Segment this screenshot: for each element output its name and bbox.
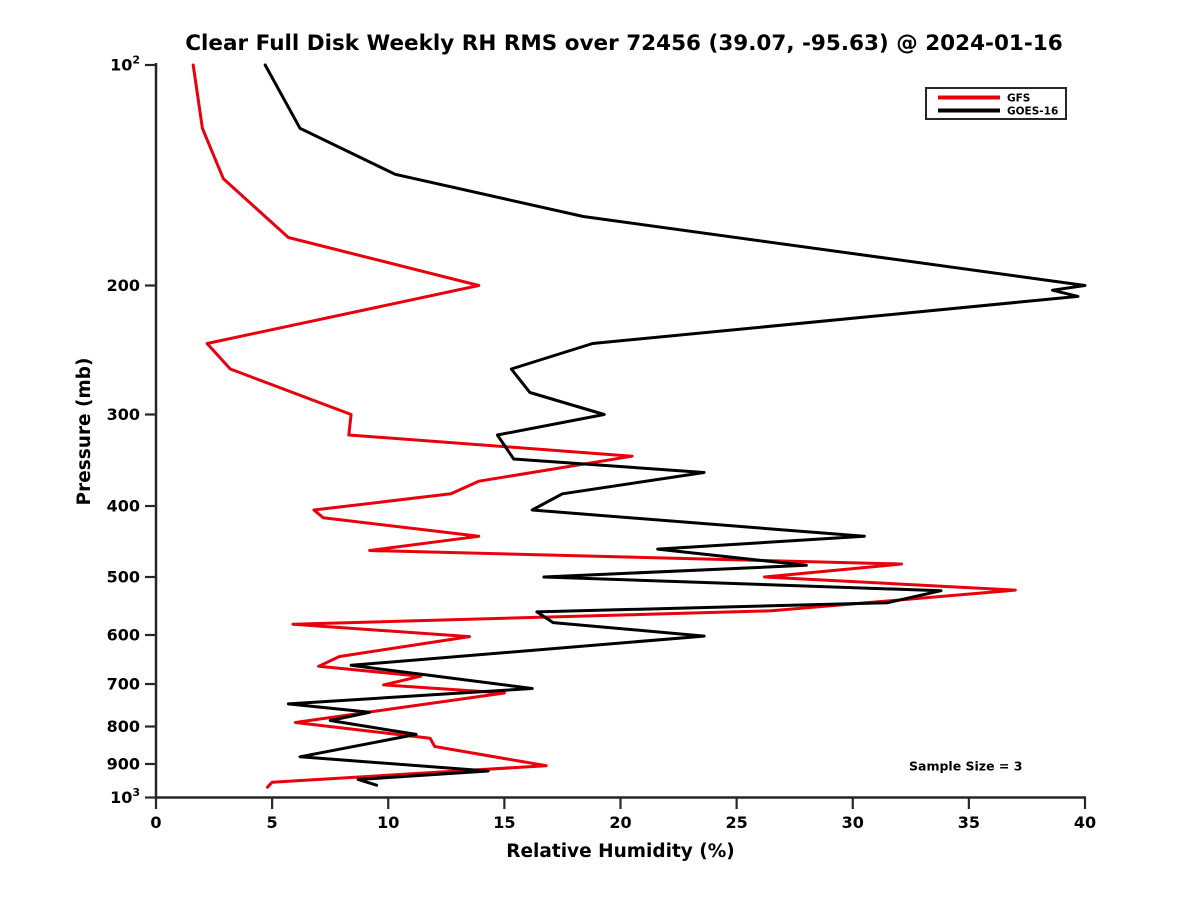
y-tick-label-700: 700 (107, 675, 140, 694)
y-tick-label-800: 800 (107, 717, 140, 736)
y-axis-ticks: 102 200 300 400 500 600 700 800 900 103 (107, 54, 156, 807)
y-tick-label-500: 500 (107, 567, 140, 586)
x-tick-label-30: 30 (842, 813, 864, 832)
x-tick-label-40: 40 (1074, 813, 1096, 832)
gfs-line (191, 63, 1017, 789)
legend-box (925, 87, 1067, 120)
y-tick-label-100: 102 (110, 54, 140, 75)
axes-spines (154, 63, 1086, 799)
x-tick-label-25: 25 (725, 813, 747, 832)
x-axis-ticks: 0 5 10 15 20 25 30 35 40 (150, 797, 1096, 832)
y-tick-label-1000: 103 (110, 786, 140, 807)
y-tick-label-400: 400 (107, 497, 140, 516)
x-tick-label-20: 20 (609, 813, 631, 832)
legend: GFS GOES-16 (925, 87, 1067, 120)
x-tick-label-10: 10 (377, 813, 399, 832)
y-tick-label-300: 300 (107, 405, 140, 424)
data-lines (191, 63, 1087, 789)
y-tick-label-200: 200 (107, 276, 140, 295)
y-tick-label-900: 900 (107, 754, 140, 773)
legend-goes16-label: GOES-16 (1007, 106, 1058, 118)
x-tick-label-15: 15 (493, 813, 515, 832)
x-tick-label-5: 5 (267, 813, 278, 832)
x-tick-label-0: 0 (150, 813, 161, 832)
y-tick-label-600: 600 (107, 625, 140, 644)
x-tick-label-35: 35 (958, 813, 980, 832)
x-axis-label: Relative Humidity (%) (506, 841, 735, 862)
goes16-line (263, 63, 1087, 787)
legend-gfs-label: GFS (1007, 93, 1030, 105)
chart-title: Clear Full Disk Weekly RH RMS over 72456… (185, 31, 1062, 56)
sample-size-annotation: Sample Size = 3 (909, 759, 1022, 774)
y-axis-label: Pressure (mb) (74, 358, 95, 506)
